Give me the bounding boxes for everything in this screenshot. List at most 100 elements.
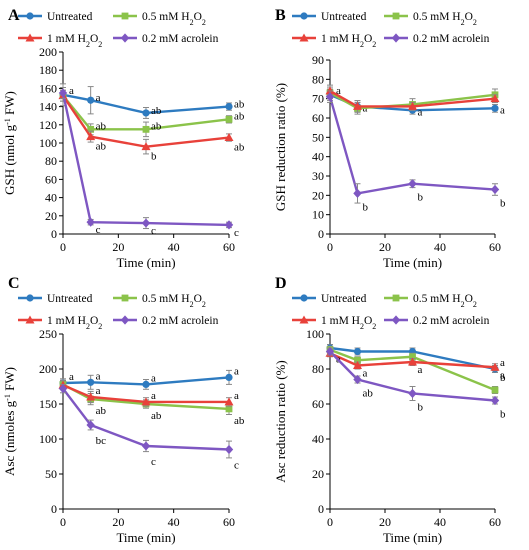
x-tick-label: 0 bbox=[60, 240, 66, 254]
data-point bbox=[490, 184, 500, 195]
y-tick-label: 30 bbox=[312, 169, 324, 183]
legend-label: Untreated bbox=[321, 293, 367, 305]
legend-label: 1 mM H2O2 bbox=[321, 33, 376, 49]
legend-marker bbox=[392, 294, 400, 302]
y-tick-label: 50 bbox=[45, 467, 57, 481]
significance-label: bc bbox=[96, 435, 107, 447]
series-line bbox=[328, 96, 496, 195]
series-line bbox=[329, 346, 496, 371]
significance-label: c bbox=[234, 460, 239, 472]
data-point bbox=[225, 115, 233, 123]
data-point bbox=[141, 142, 151, 151]
legend-label: 0.2 mM acrolein bbox=[413, 33, 490, 45]
y-tick-label: 20 bbox=[312, 467, 324, 481]
x-tick-label: 0 bbox=[60, 515, 66, 529]
y-tick-label: 90 bbox=[312, 53, 324, 67]
x-axis-label: Time (min) bbox=[116, 255, 175, 270]
data-point bbox=[353, 361, 362, 369]
y-tick-label: 0 bbox=[51, 502, 57, 516]
data-point bbox=[408, 101, 417, 110]
x-tick-label: 60 bbox=[223, 240, 235, 254]
data-point bbox=[325, 92, 335, 102]
y-tick-label: 60 bbox=[312, 397, 324, 411]
series-line bbox=[329, 352, 496, 369]
significance-label: b bbox=[418, 402, 424, 414]
y-tick-label: 100 bbox=[39, 432, 57, 446]
data-point bbox=[408, 179, 417, 189]
legend-marker bbox=[299, 33, 309, 42]
significance-label: a bbox=[363, 368, 368, 380]
significance-label: b bbox=[418, 192, 424, 204]
x-tick-label: 20 bbox=[379, 240, 391, 254]
y-tick-label: 20 bbox=[312, 188, 324, 202]
x-tick-label: 0 bbox=[327, 515, 333, 529]
y-tick-label: 200 bbox=[39, 362, 57, 376]
y-tick-label: 10 bbox=[312, 208, 324, 222]
y-tick-label: 160 bbox=[39, 81, 57, 95]
y-tick-label: 150 bbox=[39, 397, 57, 411]
x-tick-label: 0 bbox=[327, 240, 333, 254]
significance-label: a bbox=[500, 369, 505, 381]
legend-label: 0.2 mM acrolein bbox=[142, 315, 219, 327]
data-point bbox=[490, 94, 500, 103]
significance-label: a bbox=[500, 104, 505, 116]
significance-label: a bbox=[336, 85, 341, 97]
significance-label: ab bbox=[96, 141, 107, 153]
legend-label: 0.2 mM acrolein bbox=[142, 33, 219, 45]
significance-label: a bbox=[500, 357, 505, 369]
x-tick-label: 40 bbox=[168, 240, 180, 254]
x-axis-label: Time (min) bbox=[383, 530, 442, 545]
significance-label: a bbox=[151, 390, 156, 402]
legend-label: 0.5 mM H2O2 bbox=[413, 293, 477, 309]
data-point bbox=[58, 384, 68, 394]
y-tick-label: 60 bbox=[312, 111, 324, 125]
significance-label: b bbox=[500, 198, 506, 210]
panel-letter: B bbox=[275, 7, 286, 24]
y-tick-label: 80 bbox=[312, 72, 324, 86]
significance-label: a bbox=[151, 372, 156, 384]
x-axis-label: Time (min) bbox=[116, 530, 175, 545]
x-tick-label: 20 bbox=[112, 515, 124, 529]
significance-label: ab bbox=[234, 110, 245, 122]
data-point bbox=[225, 103, 233, 111]
y-axis-label: GSH reduction ratio (%) bbox=[273, 83, 288, 211]
legend-marker bbox=[300, 294, 308, 302]
data-point bbox=[87, 125, 95, 133]
panel-letter: C bbox=[8, 275, 20, 292]
chart-panel-b: B 0 10 20 30 40 50 60 70 80 90 0 20 40 60 Time (min) GSH… bbox=[273, 7, 506, 270]
panel-letter: D bbox=[275, 275, 287, 292]
series-line bbox=[62, 376, 230, 386]
data-point bbox=[141, 397, 151, 406]
y-tick-label: 40 bbox=[312, 150, 324, 164]
significance-label: ab bbox=[151, 105, 162, 117]
significance-label: ab bbox=[234, 99, 245, 111]
data-point bbox=[142, 109, 150, 117]
legend-label: 0.5 mM H2O2 bbox=[142, 11, 206, 27]
data-point bbox=[409, 353, 416, 361]
data-point bbox=[86, 132, 96, 141]
legend-marker bbox=[121, 12, 129, 20]
chart-panel-a: A 0 20 40 60 80 100 120 140 160 180 200 0 20 40 60 Time … bbox=[2, 7, 245, 270]
legend-label: 0.5 mM H2O2 bbox=[142, 293, 206, 309]
series-line bbox=[62, 387, 230, 451]
y-tick-label: 140 bbox=[39, 100, 57, 114]
significance-label: a bbox=[234, 365, 239, 377]
significance-label: ab bbox=[151, 410, 162, 422]
legend-label: Untreated bbox=[47, 293, 93, 305]
y-tick-label: 60 bbox=[45, 172, 57, 186]
y-tick-label: 200 bbox=[39, 45, 57, 59]
data-point bbox=[87, 378, 95, 386]
data-point bbox=[141, 441, 151, 451]
series-line bbox=[329, 348, 496, 392]
y-axis-label: Asc (nmoles g-1 FW) bbox=[2, 367, 17, 476]
y-tick-label: 0 bbox=[318, 227, 324, 241]
significance-label: b bbox=[500, 372, 506, 384]
data-point bbox=[353, 347, 362, 356]
data-point bbox=[325, 346, 335, 357]
significance-label: b bbox=[500, 409, 506, 421]
significance-label: b bbox=[151, 151, 157, 163]
